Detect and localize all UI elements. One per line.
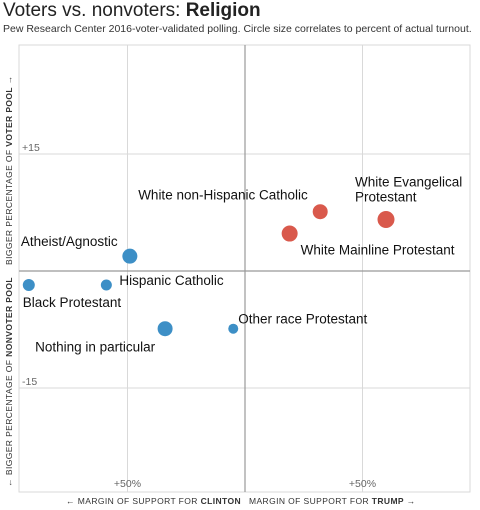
- point-clinton: [157, 321, 173, 337]
- point-trump: [281, 225, 298, 242]
- point-label: White Mainline Protestant: [301, 243, 455, 258]
- y-axis-label-voter: BIGGER PERCENTAGE OF VOTER POOL →: [4, 75, 14, 265]
- point-label: Other race Protestant: [238, 312, 367, 327]
- point-label: White non-Hispanic Catholic: [138, 188, 308, 203]
- point-label: Atheist/Agnostic: [21, 234, 118, 249]
- x-tick-label: +50%: [349, 478, 376, 490]
- title-bold: Religion: [185, 0, 261, 21]
- point-label: Nothing in particular: [35, 340, 156, 355]
- point-trump: [312, 204, 328, 220]
- y-tick-label: -15: [22, 376, 37, 388]
- x-axis-label-clinton: ← MARGIN OF SUPPORT FOR CLINTON: [66, 496, 241, 506]
- point-label: White Evangelical: [355, 175, 462, 190]
- x-axis-label-trump: MARGIN OF SUPPORT FOR TRUMP →: [249, 496, 416, 506]
- chart-title: Voters vs. nonvoters: Religion: [3, 0, 261, 22]
- chart-subtitle: Pew Research Center 2016-voter-validated…: [3, 23, 472, 35]
- point-clinton: [228, 323, 239, 334]
- title-plain: Voters vs. nonvoters:: [3, 0, 186, 21]
- point-label: Hispanic Catholic: [119, 273, 224, 288]
- x-tick-label: +50%: [114, 478, 141, 490]
- point-label: Black Protestant: [23, 295, 122, 310]
- point-clinton: [22, 279, 35, 292]
- point-label: Protestant: [355, 190, 417, 205]
- point-trump: [377, 211, 395, 229]
- point-clinton: [122, 248, 138, 264]
- y-axis-label-nonvoter: ← BIGGER PERCENTAGE OF NONVOTER POOL: [4, 277, 14, 487]
- point-clinton: [100, 279, 112, 291]
- y-tick-label: +15: [22, 142, 40, 154]
